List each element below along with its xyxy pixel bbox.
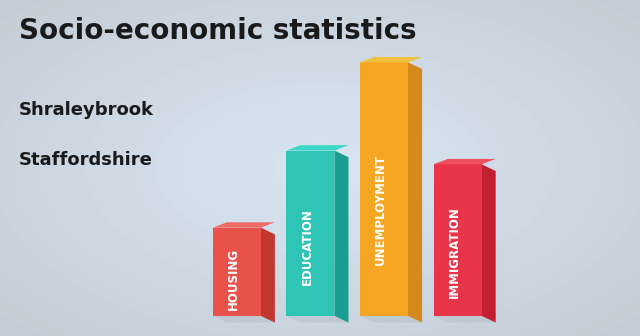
Ellipse shape [132,70,508,266]
Polygon shape [434,159,496,164]
Polygon shape [360,316,422,323]
Polygon shape [334,151,349,323]
Polygon shape [434,164,482,316]
Ellipse shape [62,33,578,303]
Polygon shape [287,145,349,151]
Text: Staffordshire: Staffordshire [19,151,153,169]
Ellipse shape [296,156,344,180]
Polygon shape [408,62,422,323]
Ellipse shape [273,143,367,193]
Polygon shape [212,228,261,316]
Polygon shape [360,62,408,316]
Text: IMMIGRATION: IMMIGRATION [448,206,461,298]
Text: HOUSING: HOUSING [227,248,240,310]
Polygon shape [212,222,275,228]
Text: EDUCATION: EDUCATION [301,208,314,285]
Ellipse shape [203,107,437,229]
Ellipse shape [156,82,484,254]
Text: Socio-economic statistics: Socio-economic statistics [19,17,417,45]
Polygon shape [261,228,275,323]
Polygon shape [287,151,334,316]
Ellipse shape [109,57,531,279]
Ellipse shape [250,131,390,205]
Ellipse shape [85,45,555,291]
Polygon shape [360,57,422,62]
Text: UNEMPLOYMENT: UNEMPLOYMENT [374,154,387,265]
Polygon shape [212,316,275,323]
Ellipse shape [179,94,461,242]
Polygon shape [434,316,496,323]
Text: Shraleybrook: Shraleybrook [19,101,154,119]
Ellipse shape [226,119,414,217]
Polygon shape [482,164,496,323]
Ellipse shape [15,8,625,328]
Ellipse shape [38,20,602,316]
Polygon shape [287,316,349,323]
